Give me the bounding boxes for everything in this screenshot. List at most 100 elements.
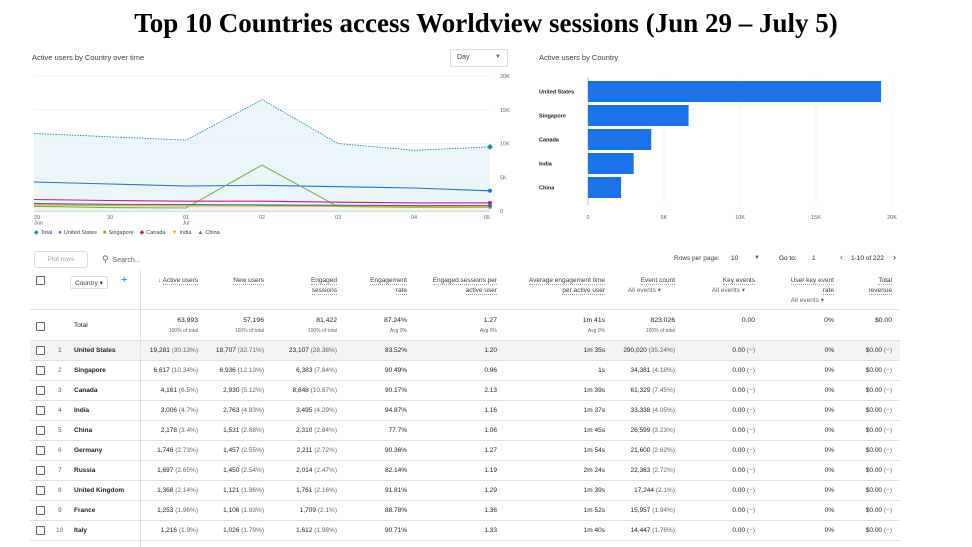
engagement-rate-cell: 90.49% — [384, 367, 407, 374]
country-link[interactable]: Canada — [74, 387, 98, 394]
active-users-cell: 2,178 (3.4%) — [88, 427, 198, 434]
row-checkbox[interactable] — [36, 366, 45, 375]
row-divider — [30, 360, 900, 361]
engagement-rate-cell: 90.36% — [384, 447, 407, 454]
y-tick-label: 20K — [500, 74, 510, 80]
column-header-text: New users — [233, 277, 264, 285]
engaged-sessions-cell-share: (2.84%) — [312, 427, 337, 434]
legend-item[interactable]: ▼ India — [172, 229, 192, 236]
event-count-cell-share: (4.05%) — [650, 407, 675, 414]
key-events-cell-value: 0.00 — [732, 427, 746, 434]
column-header[interactable]: Total revenue — [772, 276, 892, 296]
plot-rows-button[interactable]: Plot rows — [34, 251, 88, 268]
legend-item[interactable]: ◆ Canada — [140, 229, 166, 237]
row-checkbox[interactable] — [36, 426, 45, 435]
series-line-china — [33, 203, 490, 207]
engaged-sessions-cell-value: 6,383 — [296, 367, 313, 374]
key-events-cell: 0.00 (−) — [645, 407, 755, 414]
chevron-down-icon[interactable]: ▼ — [754, 255, 760, 261]
key-events-cell: 0.00 (−) — [645, 507, 755, 514]
row-highlight — [30, 341, 900, 361]
row-checkbox[interactable] — [36, 386, 45, 395]
column-header-text: Event count — [640, 277, 675, 285]
column-header[interactable]: Engagement rate — [287, 276, 407, 296]
country-link[interactable]: Russia — [74, 467, 96, 474]
event-filter-select[interactable]: All events ▾ — [627, 287, 661, 294]
column-header[interactable]: Event count — [555, 276, 675, 286]
chevron-left-icon[interactable]: ‹ — [840, 252, 843, 262]
event-count-cell-share: (2.72%) — [650, 467, 675, 474]
engaged-sessions-cell-share: (2.72%) — [312, 447, 337, 454]
country-link[interactable]: Germany — [74, 447, 103, 454]
column-header[interactable]: New users — [144, 276, 264, 286]
column-header[interactable]: Engaged sessions — [217, 276, 337, 296]
engaged-sessions-cell-share: (1.98%) — [312, 527, 337, 534]
select-all-checkbox[interactable] — [36, 276, 45, 285]
event-filter-select[interactable]: All events ▾ — [711, 287, 745, 294]
column-header-label: Event count — [555, 276, 675, 286]
event-count-cell: 15,957 (1.94%) — [565, 507, 675, 514]
sessions-per-user-cell: 1.16 — [484, 407, 497, 414]
row-checkbox[interactable] — [36, 486, 45, 495]
dimension-select[interactable]: Country ▾ — [70, 276, 108, 289]
y-tick-label: 10K — [500, 142, 510, 148]
row-checkbox[interactable] — [36, 506, 45, 515]
country-link[interactable]: United Kingdom — [74, 487, 125, 494]
row-checkbox[interactable] — [36, 466, 45, 475]
country-link[interactable]: France — [74, 507, 96, 514]
event-count-cell-share: (1.76%) — [650, 527, 675, 534]
bar-singapore — [588, 105, 689, 126]
bar-chart[interactable]: 0 5K 10K 15K 20K United States Singapore Canada… — [530, 70, 902, 230]
column-header[interactable]: Key events — [635, 276, 755, 286]
engaged-sessions-cell: 2,211 (2.72%) — [227, 447, 337, 454]
key-events-cell: 0.00 (−) — [645, 387, 755, 394]
country-link[interactable]: Italy — [74, 527, 88, 534]
legend-item[interactable]: ▲ China — [197, 229, 219, 236]
engaged-sessions-cell: 1,761 (2.16%) — [227, 487, 337, 494]
series-end-marker — [487, 143, 493, 150]
total-revenue-cell-value: $0.00 — [865, 387, 883, 394]
bar-united-states — [588, 81, 882, 102]
legend-item[interactable]: ◆ Total — [34, 229, 52, 237]
total-revenue-cell: $0.00 (−) — [782, 527, 892, 534]
user-key-event-rate-cell: 0% — [824, 447, 834, 454]
row-divider — [30, 540, 900, 541]
row-checkbox[interactable] — [36, 346, 45, 355]
row-checkbox[interactable] — [36, 446, 45, 455]
country-link[interactable]: United States — [74, 347, 116, 354]
column-header[interactable]: User key event rate — [714, 276, 834, 296]
column-header[interactable]: ↓ Active users — [78, 276, 198, 286]
series-end-marker — [488, 203, 492, 208]
engaged-sessions-cell: 1,612 (1.98%) — [227, 527, 337, 534]
rows-per-page-select[interactable]: 10 — [731, 255, 739, 262]
row-checkbox[interactable] — [36, 406, 45, 415]
total-share: 100% of total — [234, 328, 264, 334]
row-checkbox[interactable] — [36, 526, 45, 535]
row-rank: 9 — [58, 507, 62, 514]
row-divider — [30, 400, 900, 401]
country-link[interactable]: India — [74, 407, 90, 414]
granularity-select[interactable]: Day ▼ — [450, 49, 508, 67]
goto-input[interactable]: 1 — [812, 255, 816, 262]
new-users-cell: 18,707 (32.71%) — [154, 347, 264, 354]
event-count-cell: 61,329 (7.45%) — [565, 387, 675, 394]
active-users-cell-share: (6.5%) — [177, 387, 198, 394]
dimension-label: Country — [75, 280, 98, 287]
engaged-sessions-cell-value: 2,014 — [296, 467, 313, 474]
country-link[interactable]: Singapore — [74, 367, 106, 374]
column-header[interactable]: Average engagement time per active user — [485, 276, 605, 296]
search-input[interactable]: ⚲ Search... — [102, 254, 141, 265]
column-header[interactable]: Engaged sessions per active user — [377, 276, 497, 296]
key-events-cell: 0.00 (−) — [645, 347, 755, 354]
chevron-right-icon[interactable]: › — [893, 252, 896, 262]
event-filter-select[interactable]: All events ▾ — [790, 297, 824, 304]
country-link[interactable]: China — [74, 427, 93, 434]
rows-per-page-label: Rows per page: — [674, 255, 720, 262]
add-dimension-icon[interactable]: + — [121, 274, 128, 286]
total-revenue-cell-share: (−) — [882, 447, 892, 454]
legend-item[interactable]: ■ Singapore — [103, 229, 134, 236]
legend-item[interactable]: ● United States — [58, 229, 97, 236]
sessions-per-user-cell: 1.06 — [484, 427, 497, 434]
row-checkbox[interactable] — [36, 322, 45, 331]
